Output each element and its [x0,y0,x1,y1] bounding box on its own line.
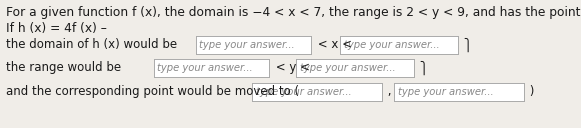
Text: type your answer...: type your answer... [256,87,352,97]
Text: and the corresponding point would be moved to (: and the corresponding point would be mov… [6,85,299,98]
Text: type your answer...: type your answer... [157,63,253,73]
Text: ⎫: ⎫ [416,61,429,75]
Text: type your answer...: type your answer... [343,40,439,50]
Text: For a given function f (x), the domain is −4 < x < 7, the range is 2 < y < 9, an: For a given function f (x), the domain i… [6,6,581,19]
Text: type your answer...: type your answer... [199,40,295,50]
Text: < x <: < x < [314,38,356,51]
Text: If h (x) = 4f (x) –: If h (x) = 4f (x) – [6,22,107,35]
Text: type your answer...: type your answer... [398,87,493,97]
Text: < y <: < y < [272,61,314,74]
Text: ⎫: ⎫ [460,38,472,52]
Text: type your answer...: type your answer... [300,63,395,73]
Text: ): ) [526,85,535,98]
Text: the range would be: the range would be [6,61,121,74]
Text: the domain of h (x) would be: the domain of h (x) would be [6,38,177,51]
Text: ,: , [384,85,392,98]
